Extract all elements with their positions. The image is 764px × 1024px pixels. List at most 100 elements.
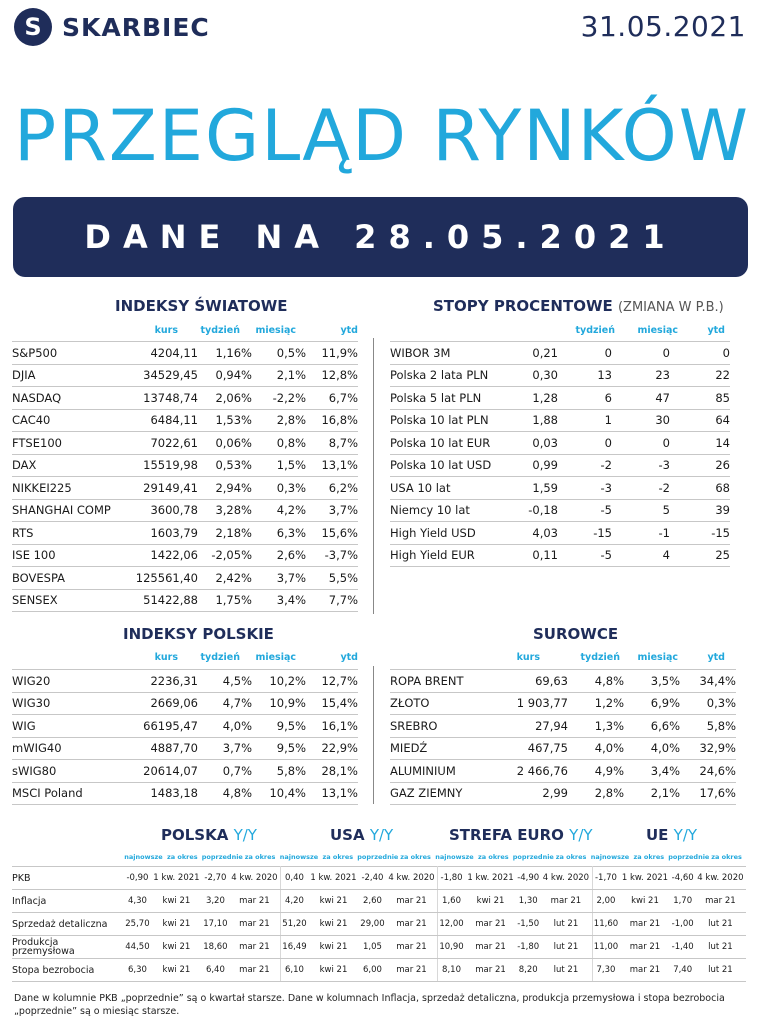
world-index-label: RTS (12, 521, 130, 545)
macro-cell: mar 21 (619, 958, 671, 982)
macro-cell: kwi 21 (307, 912, 360, 936)
world-index-row: NASDAQ 13748,74 2,06% -2,2% 6,7% (12, 386, 358, 410)
interest-rate-label: Polska 10 lat PLN (390, 409, 500, 432)
polish-index-value: 3,7% (198, 737, 252, 760)
polish-index-value: 22,9% (306, 737, 358, 760)
col-header: miesiąc (255, 325, 296, 336)
col-header: tydzień (200, 652, 240, 663)
world-index-value: 3,28% (198, 499, 252, 522)
world-index-value: 0,06% (198, 431, 252, 455)
world-index-value: 3,7% (306, 499, 358, 522)
interest-rate-label: USA 10 lat (390, 476, 500, 500)
macro-cell: kwi 21 (150, 889, 202, 913)
world-index-value: 0,53% (198, 454, 252, 477)
macro-cell: 11,60 (592, 912, 620, 936)
commodity-value: 2,8% (568, 782, 624, 805)
world-indices-title: INDEKSY ŚWIATOWE (115, 297, 288, 315)
interest-rate-value: 1,88 (500, 409, 558, 432)
world-index-value: 51422,88 (130, 589, 198, 612)
commodity-row: ALUMINIUM 2 466,76 4,9% 3,4% 24,6% (390, 759, 736, 783)
polish-indices-title: INDEKSY POLSKIE (123, 625, 274, 643)
world-index-value: 2,1% (252, 364, 306, 387)
col-header: ytd (707, 325, 725, 336)
polish-index-row: WIG 66195,47 4,0% 9,5% 16,1% (12, 714, 358, 738)
commodity-value: 4,8% (568, 669, 624, 693)
commodity-value: 4,9% (568, 759, 624, 783)
interest-rate-value: -3 (612, 454, 670, 477)
world-index-value: -3,7% (306, 544, 358, 567)
polish-index-row: sWIG80 20614,07 0,7% 5,8% 28,1% (12, 759, 358, 783)
interest-rates-title-text: STOPY PROCENTOWE (433, 297, 613, 315)
macro-cell: kwi 21 (307, 958, 360, 982)
commodity-value: 6,6% (624, 714, 680, 738)
interest-rate-value: -2 (612, 476, 670, 500)
macro-cell: 1,30 (516, 889, 541, 913)
world-indices-table: S&P500 4204,11 1,16% 0,5% 11,9% DJIA 34529,45 0… (12, 341, 358, 612)
world-index-value: 0,94% (198, 364, 252, 387)
macro-cell: 8,20 (516, 958, 541, 982)
macro-cell: 1,05 (359, 935, 386, 959)
macro-col-header: za okres (555, 853, 587, 861)
macro-cell: 10,90 (437, 935, 465, 959)
world-index-label: DAX (12, 454, 130, 477)
interest-rates-table: WIBOR 3M 0,21 0 0 0 Polska 2 lata PLN 0,30 13 23… (390, 341, 730, 567)
commodity-value: 3,5% (624, 669, 680, 693)
interest-rate-value: 0 (670, 341, 730, 365)
interest-rate-value: 13 (558, 364, 612, 387)
macro-row-label: Produkcja przemysłowa (12, 935, 124, 959)
world-index-label: SENSEX (12, 589, 130, 612)
world-index-value: 3,7% (252, 566, 306, 590)
world-index-label: SHANGHAI COMP (12, 499, 130, 522)
commodity-row: GAZ ZIEMNY 2,99 2,8% 2,1% 17,6% (390, 782, 736, 805)
world-index-value: 1,53% (198, 409, 252, 432)
macro-cell: kwi 21 (307, 889, 360, 913)
polish-index-value: 13,1% (306, 782, 358, 805)
macro-row: Stopa bezrobocia 6,30 kwi 21 6,40 mar 21 6,10… (12, 958, 746, 982)
page-title: PRZEGLĄD RYNKÓW (14, 95, 750, 177)
interest-rate-value: 68 (670, 476, 730, 500)
interest-rate-row: USA 10 lat 1,59 -3 -2 68 (390, 476, 730, 500)
macro-row: PKB -0,90 1 kw. 2021 -2,70 4 kw. 2020 0,40 1 k… (12, 866, 746, 890)
world-index-label: NIKKEI225 (12, 476, 130, 500)
polish-index-value: 5,8% (252, 759, 306, 783)
world-index-value: 6,2% (306, 476, 358, 500)
interest-rate-value: -15 (670, 521, 730, 545)
brand-logo: S SKARBIEC (14, 8, 210, 46)
macro-col-header: za okres (633, 853, 665, 861)
commodity-label: ZŁOTO (390, 692, 490, 715)
interest-rate-value: 39 (670, 499, 730, 522)
polish-indices-table: WIG20 2236,31 4,5% 10,2% 12,7% WIG30 2669,06 4,… (12, 669, 358, 805)
world-index-value: -2,05% (198, 544, 252, 567)
macro-cell: mar 21 (228, 935, 281, 959)
macro-cell: lut 21 (694, 958, 746, 982)
macro-cell: 1,70 (670, 889, 695, 913)
polish-index-value: 4,0% (198, 714, 252, 738)
polish-index-label: sWIG80 (12, 759, 130, 783)
interest-rate-row: Polska 10 lat EUR 0,03 0 0 14 (390, 431, 730, 455)
commodity-label: GAZ ZIEMNY (390, 782, 490, 805)
macro-cell: 44,50 (124, 935, 151, 959)
macro-cell: 6,00 (359, 958, 386, 982)
interest-rate-label: High Yield EUR (390, 544, 500, 567)
world-index-value: 7,7% (306, 589, 358, 612)
interest-rate-value: 0,03 (500, 431, 558, 455)
macro-cell: 25,70 (124, 912, 151, 936)
col-header: tydzień (575, 325, 615, 336)
commodity-label: SREBRO (390, 714, 490, 738)
world-index-value: 1603,79 (130, 521, 198, 545)
macro-col-header: za okres (166, 853, 198, 861)
interest-rate-value: 14 (670, 431, 730, 455)
world-index-value: 13,1% (306, 454, 358, 477)
world-index-row: S&P500 4204,11 1,16% 0,5% 11,9% (12, 341, 358, 365)
macro-cell: mar 21 (619, 935, 671, 959)
commodities-table: ROPA BRENT 69,63 4,8% 3,5% 34,4% ZŁOTO 1 903,7… (390, 669, 736, 805)
polish-index-value: 20614,07 (130, 759, 198, 783)
interest-rate-value: 4 (612, 544, 670, 567)
macro-cell: lut 21 (694, 935, 746, 959)
polish-index-value: 10,9% (252, 692, 306, 715)
world-index-row: DAX 15519,98 0,53% 1,5% 13,1% (12, 454, 358, 477)
world-index-value: 5,5% (306, 566, 358, 590)
world-index-value: 15519,98 (130, 454, 198, 477)
commodity-value: 17,6% (680, 782, 736, 805)
commodity-value: 27,94 (490, 714, 568, 738)
